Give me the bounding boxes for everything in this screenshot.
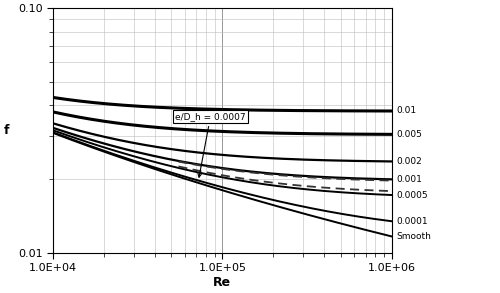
Text: 0.005: 0.005 [396,130,422,139]
Text: e/D_h = 0.0007: e/D_h = 0.0007 [175,112,246,177]
Text: Smooth: Smooth [396,232,431,241]
Text: 0.0001: 0.0001 [396,217,428,226]
Text: 0.002: 0.002 [396,157,421,166]
Text: 0.0005: 0.0005 [396,190,428,200]
Y-axis label: f: f [4,124,10,137]
Text: 0.01: 0.01 [396,106,416,115]
X-axis label: Re: Re [214,276,232,289]
Text: 0.001: 0.001 [396,175,422,184]
